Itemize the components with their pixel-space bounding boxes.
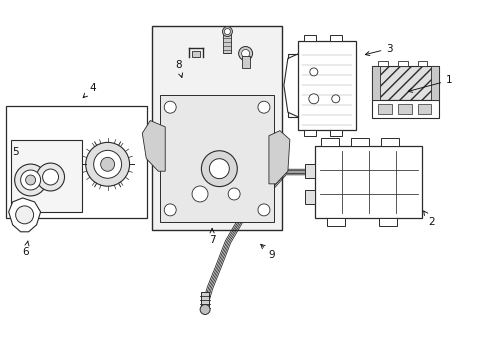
Circle shape [192,186,207,202]
Bar [160,95,273,222]
Bar [371,67,439,100]
Circle shape [222,27,232,37]
Circle shape [20,170,41,190]
Circle shape [15,164,46,196]
Text: 5: 5 [12,147,19,157]
Bar [303,130,315,136]
Circle shape [37,163,64,191]
Circle shape [16,206,34,224]
Circle shape [228,188,240,200]
Text: 1: 1 [407,75,452,92]
Circle shape [94,150,122,178]
Bar [371,67,379,100]
Bar [241,57,249,68]
Bar [314,146,422,218]
Circle shape [25,175,36,185]
Text: 6: 6 [22,241,29,257]
Bar [11,140,82,212]
Bar [304,165,314,179]
Bar [329,35,341,41]
Polygon shape [142,121,165,171]
Circle shape [238,46,252,60]
Circle shape [85,143,129,186]
Bar [304,190,314,203]
Bar [303,35,315,41]
Text: 4: 4 [83,84,96,98]
Text: 9: 9 [260,244,275,260]
Bar [430,67,439,100]
Circle shape [309,68,317,76]
Bar [320,138,338,146]
Bar [380,138,398,146]
Bar [326,218,344,226]
Polygon shape [9,198,41,232]
Bar [371,100,439,118]
Text: 3: 3 [365,44,392,55]
Circle shape [164,204,176,216]
Bar [350,138,368,146]
Text: 2: 2 [423,211,434,227]
Circle shape [331,95,339,103]
Text: 7: 7 [208,229,215,245]
Bar [397,62,407,67]
Circle shape [209,159,229,179]
Bar [223,32,231,54]
Bar [201,292,209,310]
Bar [417,104,430,114]
Bar [329,130,341,136]
Circle shape [42,169,59,185]
Circle shape [258,101,269,113]
Text: 8: 8 [175,60,183,77]
Bar [297,41,355,130]
Bar [152,26,281,230]
Circle shape [308,94,318,104]
Bar [191,51,199,58]
Bar [397,104,411,114]
Polygon shape [268,131,289,184]
Bar [377,62,387,67]
Circle shape [101,157,114,171]
Bar [377,104,391,114]
Circle shape [241,50,249,58]
Circle shape [258,204,269,216]
Circle shape [224,28,230,35]
Bar [6,106,147,218]
Bar [417,62,427,67]
Circle shape [201,151,237,186]
Circle shape [200,305,210,315]
Bar [378,218,396,226]
Circle shape [164,101,176,113]
